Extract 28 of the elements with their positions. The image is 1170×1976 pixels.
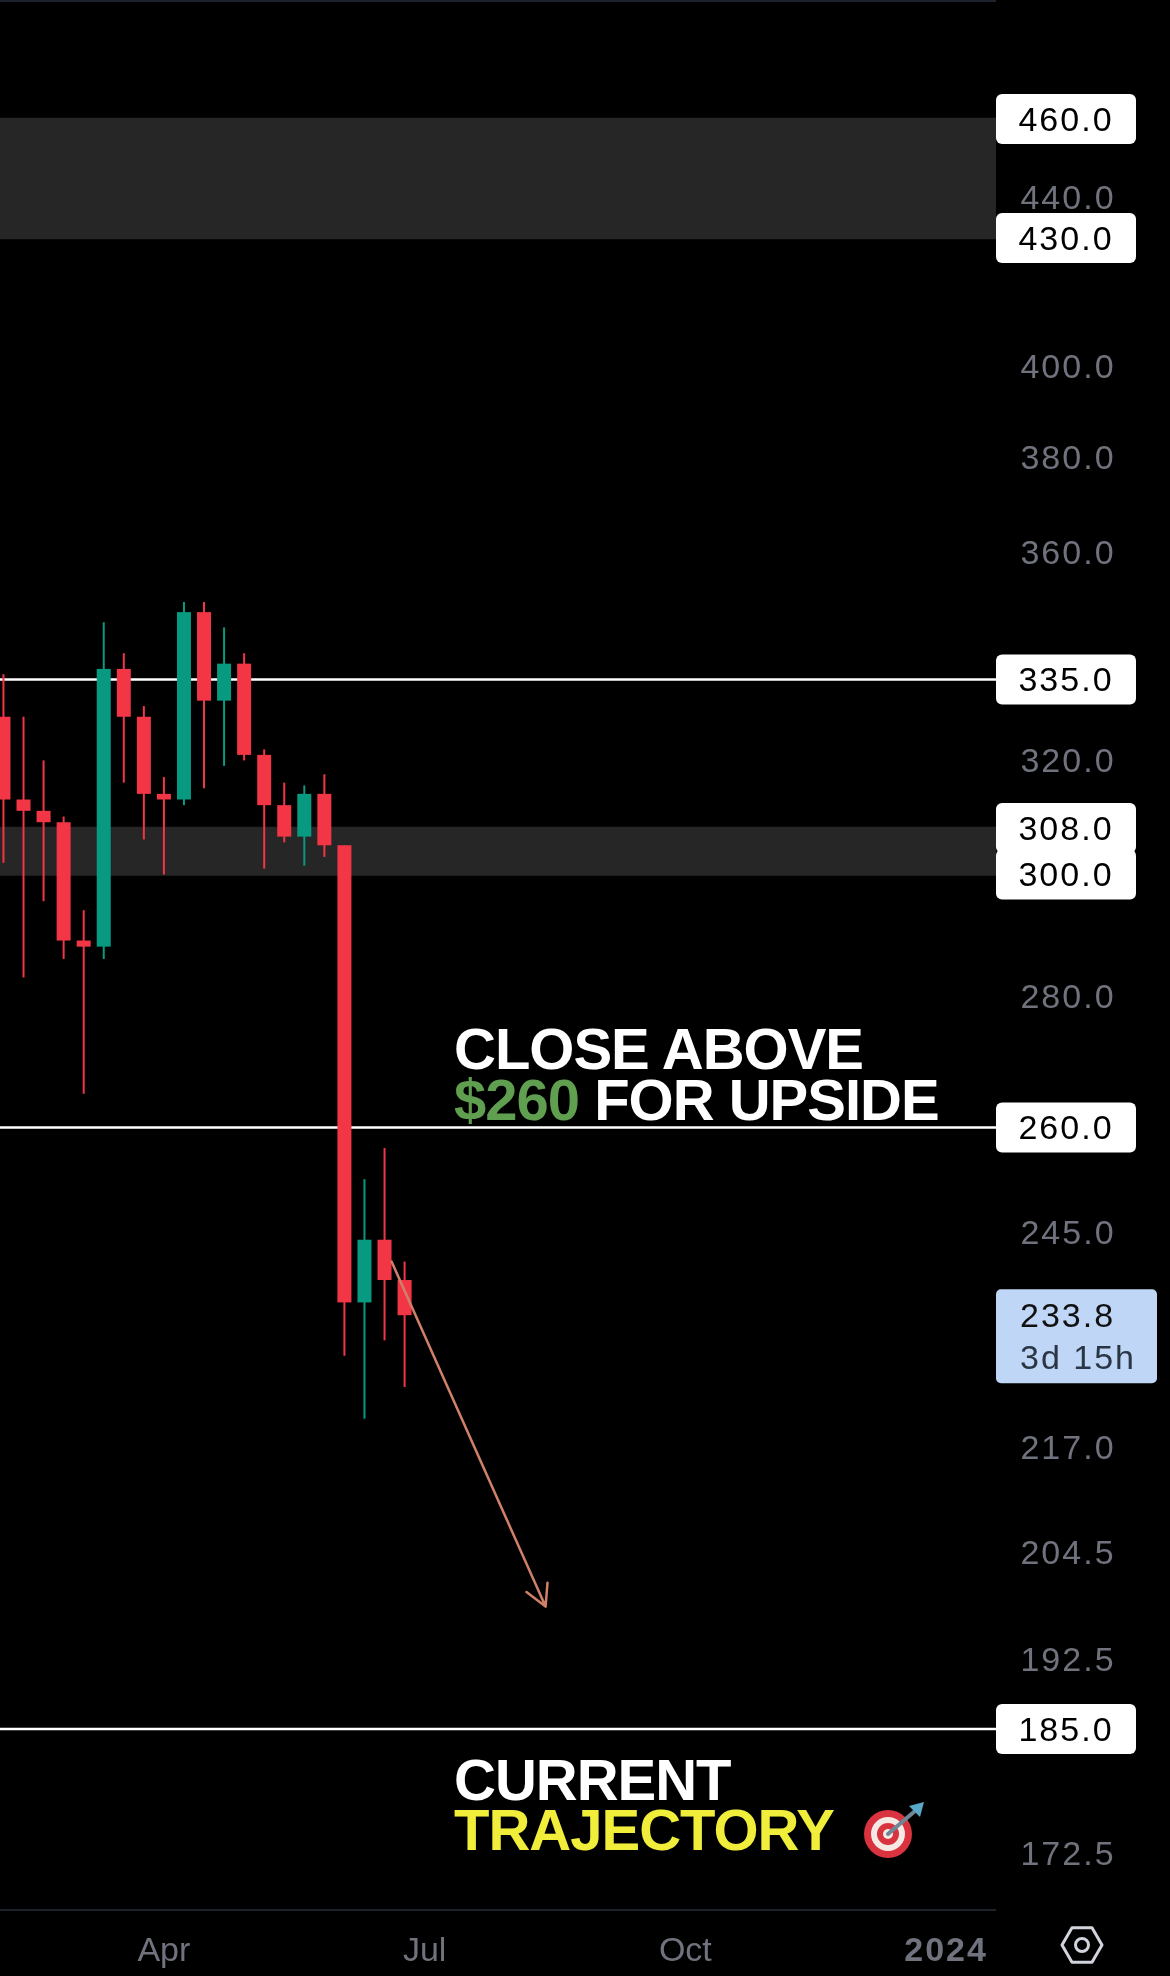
ref-line-label: 260.0 bbox=[1018, 1108, 1114, 1147]
ref-line-label: 185.0 bbox=[1018, 1710, 1114, 1749]
y-tick-label: 217.0 bbox=[1020, 1428, 1116, 1467]
ref-line-label: 335.0 bbox=[1018, 660, 1114, 699]
y-tick-label: 320.0 bbox=[1020, 741, 1116, 780]
y-tick-label: 400.0 bbox=[1020, 346, 1116, 385]
candlestick bbox=[16, 715, 31, 979]
y-tick-label: 440.0 bbox=[1020, 178, 1116, 217]
x-tick-label: Apr bbox=[137, 1930, 191, 1968]
x-tick-label: Jul bbox=[402, 1930, 447, 1968]
y-tick-label: 280.0 bbox=[1020, 977, 1116, 1016]
y-tick-label: 192.5 bbox=[1020, 1639, 1116, 1678]
ref-line-label: 430.0 bbox=[1018, 219, 1114, 258]
annotation: CURRENT TRAJECTORY bbox=[454, 1747, 835, 1862]
x-tick-label: Oct bbox=[658, 1930, 713, 1968]
x-tick-label: 2024 bbox=[904, 1930, 988, 1968]
y-tick-label: 360.0 bbox=[1020, 533, 1116, 572]
ref-line-label: 300.0 bbox=[1018, 855, 1114, 894]
y-tick-label: 380.0 bbox=[1020, 437, 1116, 476]
y-tick-label: 245.0 bbox=[1020, 1213, 1116, 1252]
y-tick-label: 172.5 bbox=[1020, 1833, 1116, 1872]
candlestick bbox=[76, 909, 91, 1095]
candlestick bbox=[36, 759, 51, 903]
text: 233.8 3d 15h bbox=[1020, 1296, 1136, 1377]
ref-line-label: 460.0 bbox=[1018, 99, 1114, 138]
y-tick-label: 204.5 bbox=[1020, 1532, 1116, 1571]
ref-line-label: 308.0 bbox=[1018, 808, 1114, 847]
text: CLOSE ABOVE $260 FOR UPSIDE bbox=[454, 1016, 939, 1132]
